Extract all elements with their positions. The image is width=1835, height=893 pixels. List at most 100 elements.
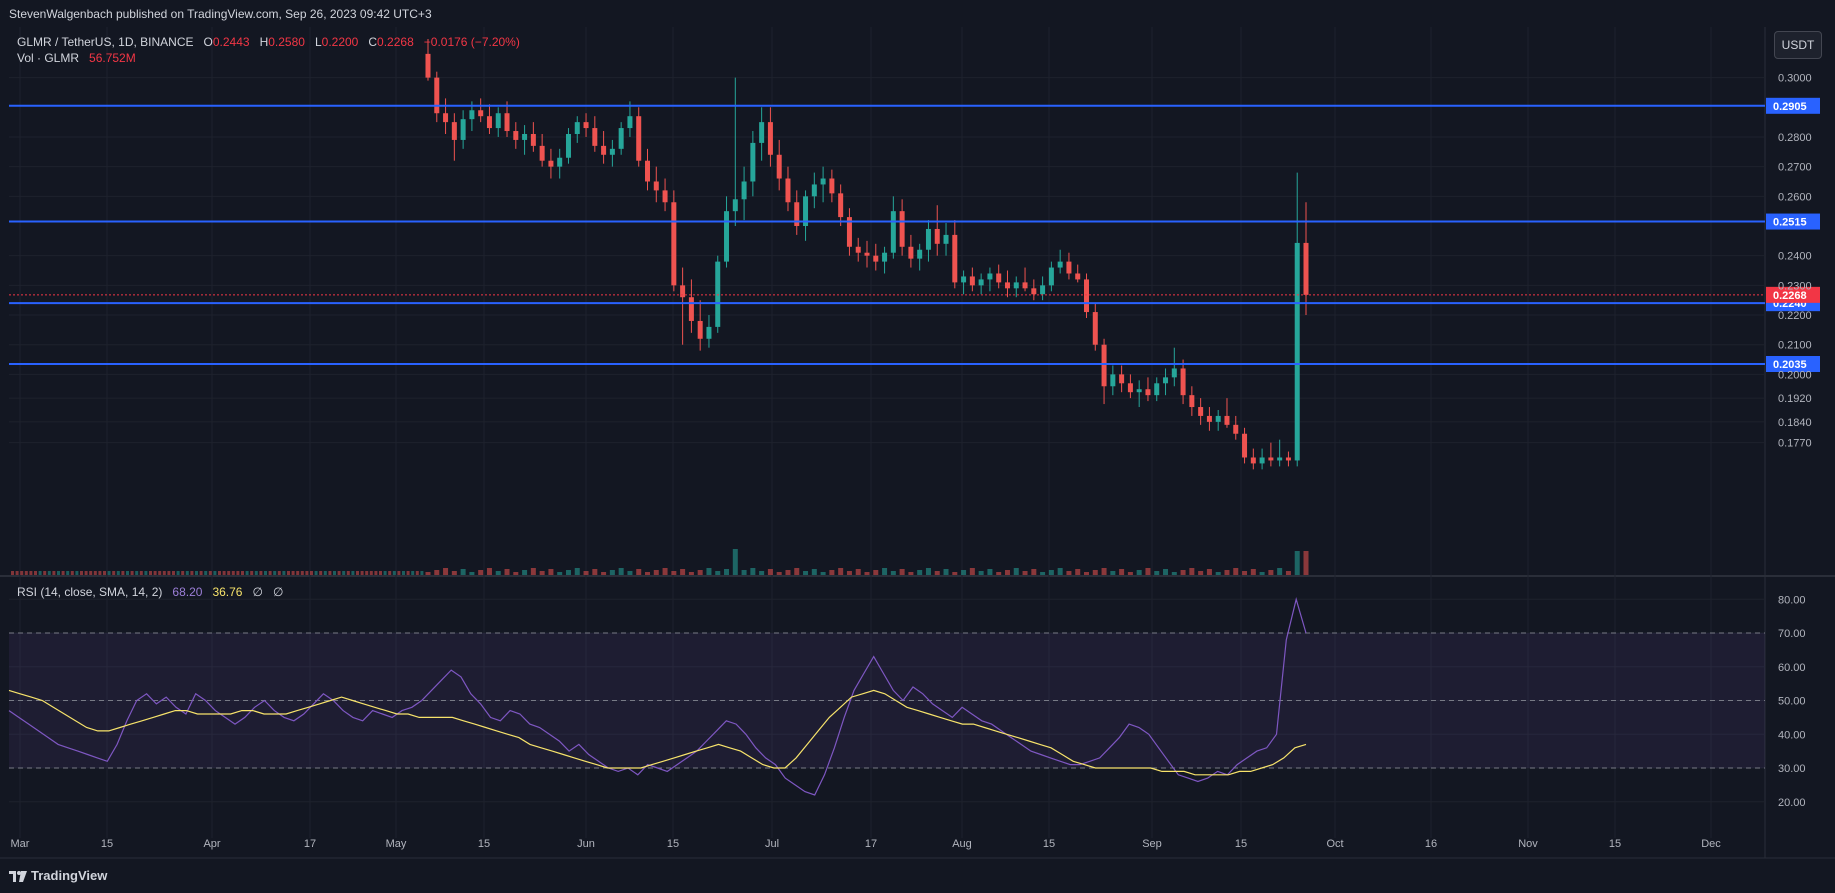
level-label-box — [1766, 356, 1820, 372]
candle — [671, 190, 677, 292]
volume-bar — [443, 568, 449, 575]
candle-body — [829, 178, 835, 194]
candle — [495, 107, 501, 137]
volume-label[interactable]: Vol · GLMR — [17, 51, 80, 65]
candle — [1048, 261, 1054, 292]
volume-bar — [323, 571, 327, 575]
candle — [767, 107, 773, 167]
volume-bar — [513, 572, 519, 575]
volume-bar — [346, 571, 350, 575]
candle-body — [548, 160, 554, 167]
x-tick-label: Jun — [577, 838, 595, 850]
volume-bar — [1198, 571, 1204, 575]
rsi-tick-label: 30.00 — [1778, 763, 1806, 775]
candle — [1040, 276, 1046, 301]
candle — [548, 148, 554, 179]
candle — [873, 243, 879, 271]
candle-body — [530, 134, 536, 146]
rsi-label[interactable]: RSI (14, close, SMA, 14, 2) — [17, 585, 163, 599]
volume-bar — [1285, 571, 1291, 575]
open-label: O — [203, 35, 213, 49]
candle-body — [934, 228, 940, 244]
volume-bar — [1092, 570, 1098, 575]
candle — [838, 184, 844, 226]
volume-bar — [1303, 551, 1309, 575]
candle — [434, 71, 440, 123]
volume-bar — [1022, 571, 1028, 575]
volume-bar — [495, 571, 501, 575]
candle-body — [1259, 457, 1265, 464]
volume-bar — [1119, 569, 1125, 575]
volume-bar — [1233, 568, 1239, 575]
volume-bar — [273, 571, 277, 575]
candle-body — [855, 246, 861, 253]
candle-body — [434, 77, 440, 114]
last-price-label: 0.2268 — [1773, 290, 1807, 302]
price-tick-label: 0.2600 — [1778, 191, 1812, 203]
candle — [724, 196, 730, 268]
volume-bar — [1031, 569, 1037, 575]
candle — [1171, 347, 1177, 387]
volume-bar — [264, 571, 267, 575]
candle-body — [539, 145, 545, 161]
volume-bar — [11, 571, 14, 575]
volume-bar — [820, 572, 826, 575]
candle-body — [627, 116, 633, 129]
candle-body — [794, 202, 800, 226]
volume-bar — [469, 572, 475, 575]
currency-button[interactable]: USDT — [1774, 31, 1822, 59]
candle-body — [1013, 282, 1019, 289]
volume-bar — [908, 572, 914, 575]
candle-body — [1066, 261, 1072, 274]
candle — [539, 134, 545, 167]
volume-bar — [112, 571, 116, 575]
candle-body — [750, 142, 756, 182]
candle-body — [1145, 389, 1151, 396]
candle-body — [1294, 242, 1300, 461]
volume-bar — [1171, 572, 1177, 575]
top-bar — [0, 0, 1835, 27]
candle-body — [1119, 374, 1125, 384]
candle-body — [1022, 282, 1028, 289]
symbol-label[interactable]: GLMR / TetherUS, 1D, BINANCE — [17, 35, 194, 49]
candle-body — [478, 110, 484, 117]
candle-body — [1242, 433, 1248, 458]
candle — [759, 107, 765, 161]
candle — [460, 110, 466, 149]
tradingview-logo-icon — [9, 868, 27, 883]
volume-bar — [130, 571, 134, 575]
candle-body — [1101, 344, 1107, 387]
candle-body — [890, 211, 896, 253]
volume-bar — [1101, 568, 1107, 575]
volume-bar — [291, 571, 295, 575]
volume-bar — [144, 571, 148, 575]
candle — [882, 246, 888, 274]
volume-bar — [688, 572, 694, 575]
volume-bar — [305, 571, 309, 575]
candle — [1259, 448, 1265, 470]
candle-body — [645, 160, 650, 182]
volume-bar — [47, 571, 51, 575]
candle-body — [636, 116, 642, 161]
volume-bar — [98, 571, 102, 575]
candle — [1277, 439, 1283, 467]
volume-bar — [227, 571, 231, 575]
candle — [952, 220, 958, 289]
close-label: C — [368, 35, 378, 49]
volume-bar — [890, 571, 896, 575]
footer-bar — [0, 863, 1835, 893]
candle-body — [425, 53, 431, 78]
x-tick-label: 15 — [667, 838, 679, 850]
candle — [855, 237, 861, 262]
price-tick-label: 0.2800 — [1778, 132, 1812, 144]
tradingview-logo[interactable]: TradingView — [9, 868, 107, 883]
volume-bar — [1084, 572, 1089, 575]
candle-body — [715, 261, 721, 327]
candle — [1303, 202, 1309, 316]
rsi-tick-label: 60.00 — [1778, 662, 1806, 674]
volume-bar — [680, 569, 686, 575]
price-tick-label: 0.2700 — [1778, 162, 1812, 174]
candle — [1136, 380, 1142, 408]
volume-bar — [1136, 570, 1142, 575]
